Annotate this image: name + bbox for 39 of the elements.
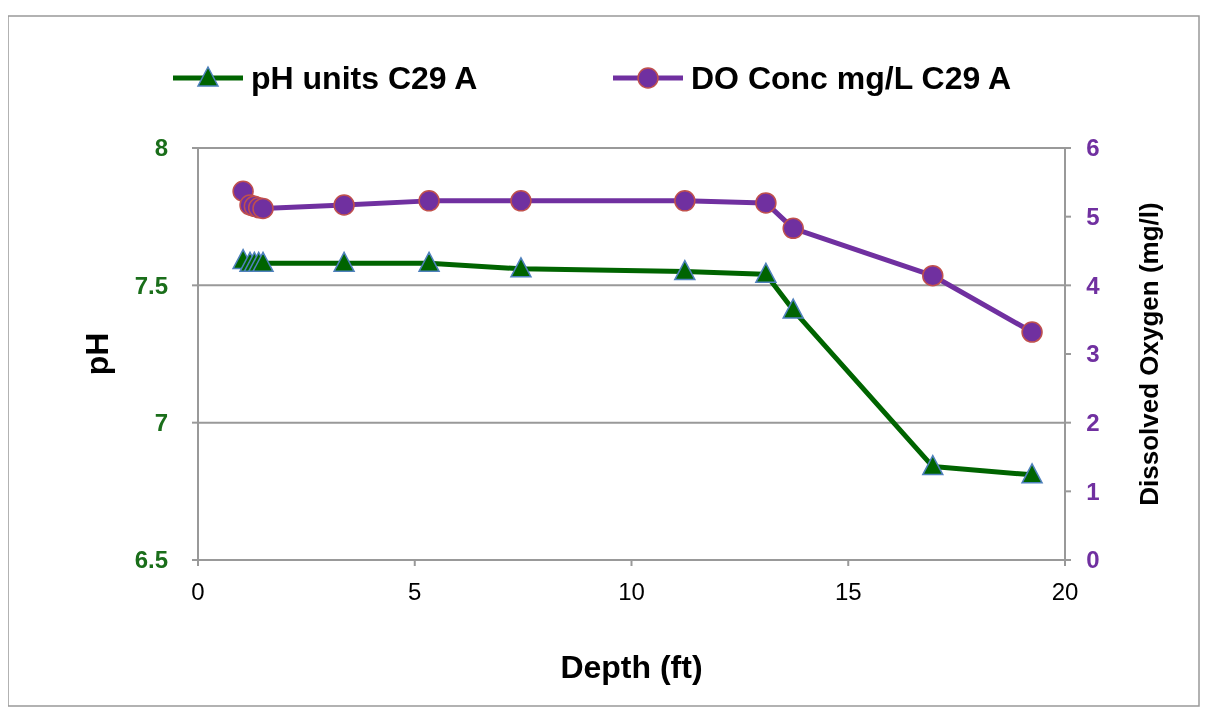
y2-tick-label: 5 [1086,203,1100,231]
y2-tick-label: 2 [1086,409,1100,437]
y2-tick-label: 0 [1086,546,1100,574]
legend-label: DO Conc mg/L C29 A [691,60,1012,97]
y-tick-label: 7 [154,409,168,437]
point [333,251,355,273]
x-tick-label: 0 [191,578,205,605]
y2-axis-title: Dissolved Oxygen (mg/l) [1134,202,1164,506]
y-tick-label: 8 [154,134,168,162]
point [755,262,777,284]
point [418,190,440,212]
x-tick-label: 10 [618,578,645,605]
y2-tick-label: 4 [1086,271,1101,299]
point [922,454,944,476]
point [333,194,355,216]
y2-tick-label: 3 [1086,340,1100,368]
point [674,190,696,212]
point [1021,463,1043,484]
point [418,251,440,273]
point [510,257,532,278]
legend-label: pH units C29 A [251,60,478,97]
point [510,190,532,212]
x-tick-label: 5 [408,578,422,605]
point [782,298,804,319]
y-tick-label: 7.5 [134,271,168,299]
x-tick-label: 15 [834,578,862,605]
point [782,217,804,240]
point [252,197,274,220]
point [755,192,777,214]
y-axis-title: pH [79,332,115,376]
x-axis-title: Depth (ft) [560,649,703,685]
y2-tick-label: 1 [1086,477,1100,505]
y-tick-label: 6.5 [134,546,168,574]
point [1021,321,1043,343]
y2-tick-label: 6 [1086,134,1100,162]
point [922,264,944,287]
point [674,259,696,281]
x-tick-label: 20 [1051,578,1079,605]
point [252,251,274,273]
